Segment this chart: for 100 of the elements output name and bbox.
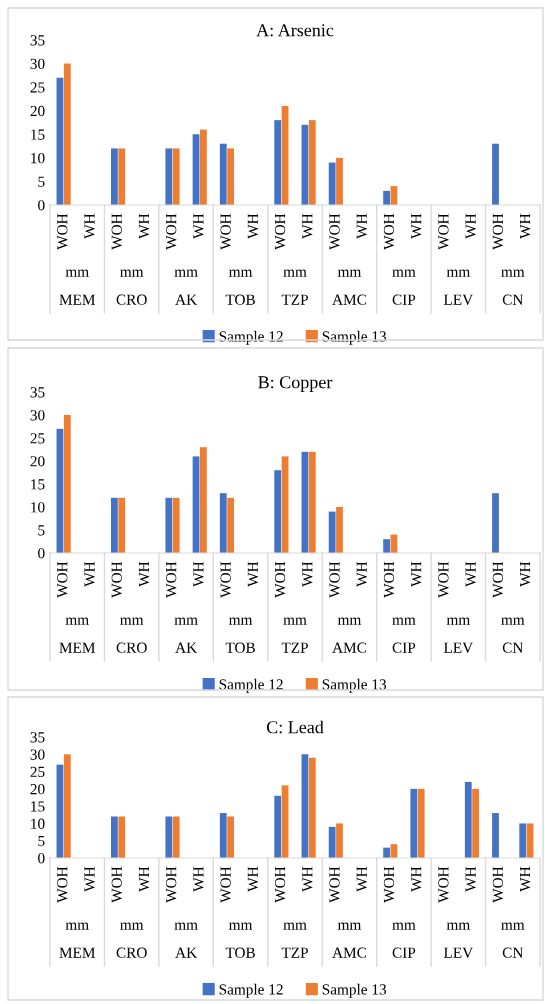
- bar: [328, 826, 336, 858]
- text: mm: [228, 617, 253, 625]
- x-tick-label: WOH: [492, 561, 504, 598]
- bar: [199, 447, 207, 553]
- y-tick-label: 10: [31, 153, 45, 164]
- bar: [110, 148, 118, 205]
- y-tick-label: 30: [30, 749, 45, 760]
- x-tick-label: WOH: [57, 866, 68, 903]
- bar: [118, 816, 126, 858]
- x-tick-label: WOH: [220, 213, 231, 250]
- bar: [472, 788, 480, 858]
- x-tick-label: WOH: [111, 213, 122, 250]
- y-tick-label: 5: [38, 525, 45, 536]
- x-tick-label: WOH: [111, 561, 122, 598]
- bar: [328, 511, 336, 553]
- x-tick-label: WH: [138, 866, 150, 892]
- x-tick-label: WOH: [57, 561, 68, 598]
- text: TZP: [281, 947, 308, 958]
- y-tick-label: 0: [38, 200, 45, 211]
- y-tick-label: 25: [30, 433, 45, 444]
- bar: [492, 143, 499, 205]
- text: mm: [174, 922, 198, 930]
- x-tick-label: WOH: [166, 561, 177, 598]
- y-tick-label: 15: [31, 801, 45, 812]
- text: mm: [228, 922, 253, 930]
- y-tick-label: 35: [30, 387, 45, 398]
- text: mm: [337, 617, 362, 625]
- bar: [63, 754, 71, 858]
- y-tick-label: 25: [30, 766, 45, 778]
- x-tick-label: WH: [411, 866, 422, 892]
- x-tick-label: WH: [411, 561, 422, 587]
- text: AMC: [332, 947, 367, 958]
- bar: [336, 157, 343, 205]
- text: mm: [337, 922, 362, 930]
- y-tick-label: 15: [31, 479, 45, 490]
- bar: [492, 493, 499, 553]
- text: CN: [502, 947, 524, 958]
- x-tick-label: WH: [84, 866, 95, 892]
- bar: [118, 148, 126, 205]
- x-tick-label: WH: [520, 561, 531, 587]
- legend-label: Sample 12: [219, 330, 283, 345]
- x-tick-label: WOH: [166, 213, 177, 250]
- x-tick-label: WH: [247, 213, 259, 239]
- x-tick-label: WOH: [220, 866, 231, 903]
- bar: [63, 63, 71, 205]
- x-tick-label: WOH: [166, 866, 177, 903]
- text: TOB: [225, 294, 255, 305]
- text: mm: [501, 269, 525, 277]
- legend-label: Sample 13: [322, 983, 387, 998]
- text: mm: [392, 617, 416, 625]
- x-tick-label: WH: [302, 213, 313, 239]
- text: TZP: [281, 642, 308, 653]
- legend-label: Sample 12: [219, 678, 283, 693]
- text: mm: [228, 269, 253, 277]
- bar: [308, 120, 316, 205]
- x-tick-label: WOH: [274, 866, 286, 903]
- x-tick-label: WH: [138, 561, 150, 587]
- text: mm: [337, 269, 362, 277]
- bar: [492, 813, 499, 858]
- bar: [118, 497, 126, 553]
- x-tick-label: WOH: [329, 561, 340, 598]
- text: mm: [65, 617, 89, 625]
- bar: [172, 816, 180, 858]
- y-tick-label: 30: [30, 58, 45, 70]
- x-tick-label: WH: [247, 561, 259, 587]
- text: CRO: [116, 642, 147, 653]
- text: AK: [175, 947, 197, 958]
- text: mm: [65, 922, 89, 930]
- y-tick-label: 15: [31, 129, 45, 140]
- x-tick-label: WOH: [220, 561, 231, 598]
- text: mm: [501, 922, 525, 930]
- y-tick-label: 20: [30, 784, 45, 795]
- x-tick-label: WOH: [383, 213, 395, 250]
- text: CIP: [392, 294, 416, 305]
- x-tick-label: WH: [302, 561, 313, 587]
- text: TZP: [281, 294, 308, 305]
- bar: [227, 816, 235, 858]
- legend-label: Sample 13: [322, 330, 387, 345]
- legend-label: Sample 12: [219, 983, 283, 998]
- y-tick-label: 0: [38, 853, 45, 864]
- bar: [199, 129, 207, 205]
- text: LEV: [443, 642, 474, 653]
- y-tick-label: 20: [30, 456, 45, 467]
- bar: [172, 148, 180, 205]
- x-tick-label: WH: [356, 213, 367, 239]
- bar: [308, 757, 316, 858]
- bar: [219, 493, 227, 553]
- x-tick-label: WH: [138, 213, 150, 239]
- bar: [165, 148, 173, 205]
- bar: [519, 823, 527, 858]
- text: mm: [446, 922, 470, 930]
- text: CIP: [392, 947, 416, 958]
- text: mm: [120, 922, 144, 930]
- x-tick-label: WH: [411, 213, 422, 239]
- x-tick-label: WOH: [57, 213, 68, 250]
- x-tick-label: WH: [465, 561, 476, 587]
- text: mm: [174, 269, 198, 277]
- bar: [63, 415, 71, 553]
- bar: [219, 143, 227, 205]
- y-tick-label: 5: [38, 176, 45, 187]
